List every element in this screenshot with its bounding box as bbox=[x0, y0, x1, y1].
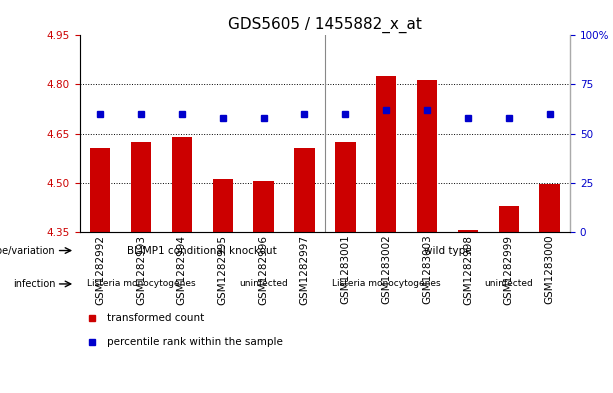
Text: Listeria monocytogenes: Listeria monocytogenes bbox=[332, 279, 441, 288]
Text: uninfected: uninfected bbox=[484, 279, 533, 288]
Bar bbox=[90, 148, 110, 232]
Bar bbox=[172, 137, 192, 232]
Bar bbox=[539, 184, 560, 232]
Bar bbox=[417, 79, 437, 232]
Bar bbox=[376, 76, 397, 232]
Text: uninfected: uninfected bbox=[239, 279, 288, 288]
Text: transformed count: transformed count bbox=[107, 313, 204, 323]
Bar bbox=[131, 142, 151, 232]
Bar bbox=[213, 180, 233, 232]
Text: percentile rank within the sample: percentile rank within the sample bbox=[107, 337, 283, 347]
Text: infection: infection bbox=[13, 279, 55, 289]
Bar bbox=[294, 148, 314, 232]
Text: BLIMP1 conditional knockout: BLIMP1 conditional knockout bbox=[128, 246, 277, 255]
Bar bbox=[498, 206, 519, 232]
Title: GDS5605 / 1455882_x_at: GDS5605 / 1455882_x_at bbox=[228, 17, 422, 33]
Text: wild type: wild type bbox=[424, 246, 471, 255]
Bar bbox=[335, 142, 356, 232]
Text: genotype/variation: genotype/variation bbox=[0, 246, 55, 255]
Text: Listeria monocytogenes: Listeria monocytogenes bbox=[86, 279, 196, 288]
Bar bbox=[253, 181, 274, 232]
Bar bbox=[458, 230, 478, 232]
